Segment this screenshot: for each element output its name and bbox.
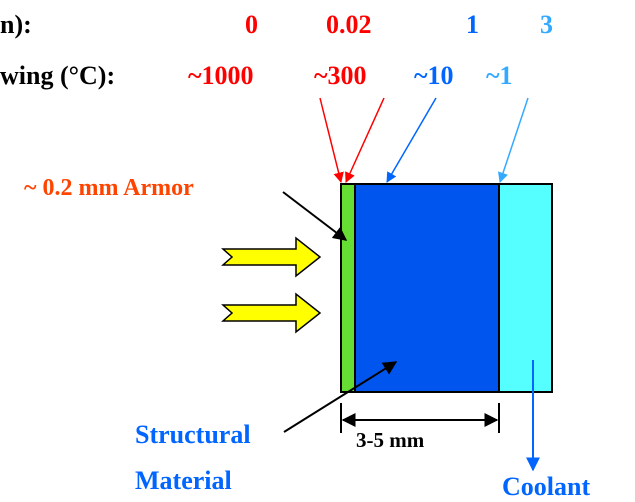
temperature-value-3: ~1	[486, 61, 513, 90]
coolant-layer	[498, 183, 553, 393]
heat-flux-arrow-upper	[221, 236, 322, 278]
structural-layer	[354, 183, 500, 393]
coolant-label: Coolant	[502, 472, 591, 501]
armor-label: ~ 0.2 mm Armor	[24, 175, 194, 201]
depth-value-3: 3	[540, 10, 553, 39]
temperature-value-1: ~300	[314, 61, 367, 90]
structure-interface-pointer	[386, 97, 437, 183]
depth-row-label: n):	[0, 10, 32, 39]
temperature-value-2: ~10	[414, 61, 454, 90]
coolant-interface-pointer	[498, 97, 529, 183]
temperature-value-0: ~1000	[188, 61, 254, 90]
structural-label-line2: Material	[135, 466, 232, 495]
heat-flux-arrow-lower	[221, 292, 322, 334]
structural-label-line1: Structural	[135, 420, 251, 449]
depth-value-0: 0	[245, 10, 258, 39]
armor-surface-pointer	[319, 97, 344, 184]
structural-leader	[283, 361, 398, 433]
thickness-label: 3-5 mm	[356, 428, 425, 452]
armor-layer	[340, 183, 356, 393]
armor-interface-pointer	[345, 97, 385, 183]
depth-value-1: 0.02	[326, 10, 372, 39]
depth-value-2: 1	[466, 10, 479, 39]
temperature-row-label: wing (°C):	[0, 61, 116, 90]
armor-leader	[282, 191, 348, 241]
